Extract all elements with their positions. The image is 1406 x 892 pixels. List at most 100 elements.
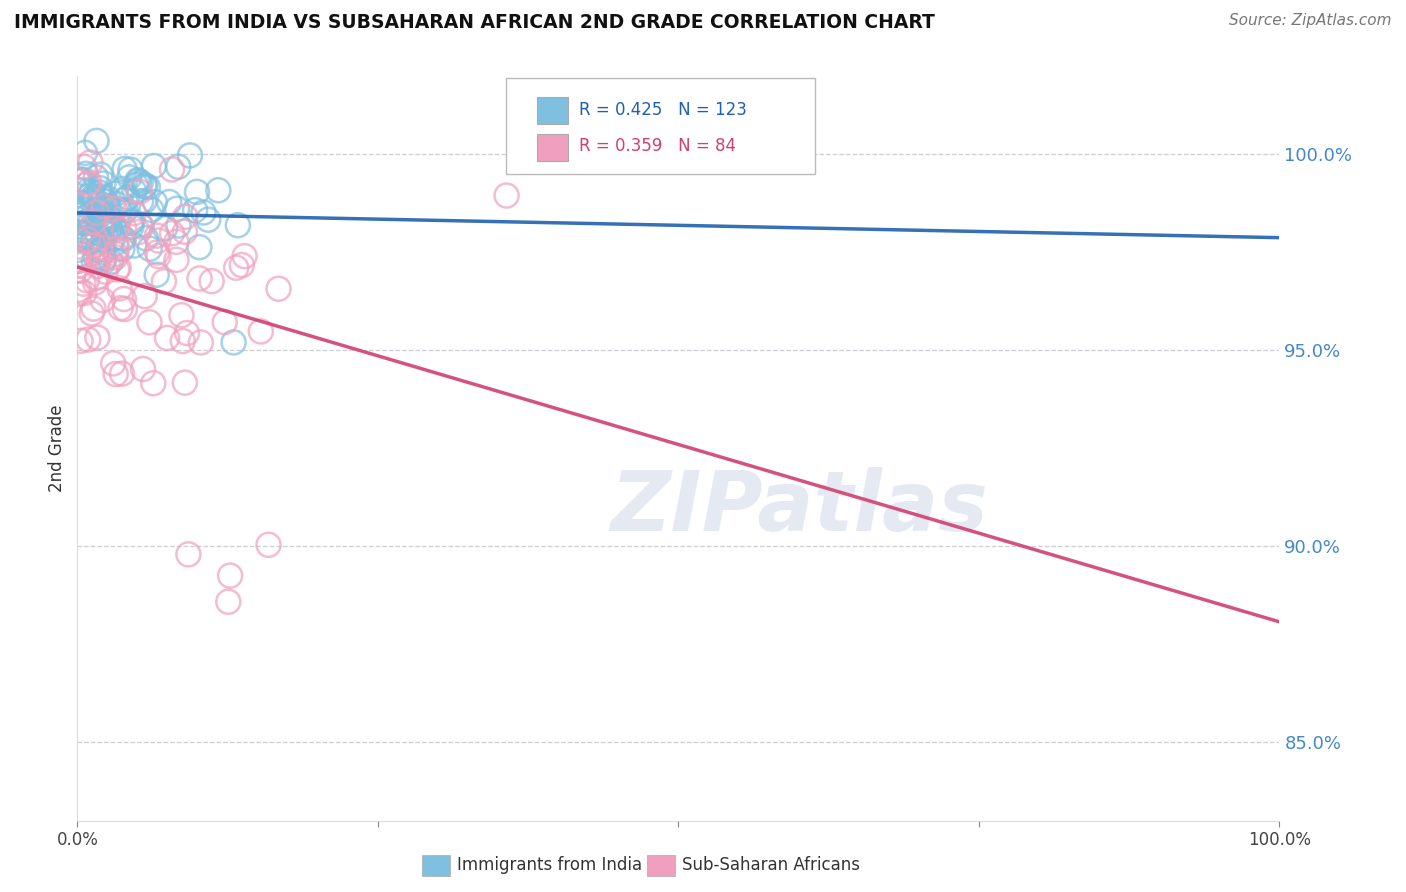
Point: [114, 301, 136, 316]
Point: [129, 176, 152, 190]
Point: [108, 202, 131, 217]
Point: [207, 183, 229, 197]
Point: [257, 538, 280, 552]
Point: [73, 145, 96, 160]
Point: [128, 185, 150, 199]
Point: [134, 178, 156, 193]
Point: [77, 175, 100, 189]
Point: [267, 282, 290, 296]
Point: [226, 218, 249, 232]
Point: [72, 208, 94, 222]
Point: [66, 243, 89, 257]
Point: [188, 271, 211, 285]
Point: [97, 212, 120, 227]
Point: [122, 206, 145, 220]
Point: [82, 190, 104, 204]
Point: [75, 167, 97, 181]
Point: [134, 289, 156, 303]
Point: [173, 376, 195, 390]
Point: [142, 159, 165, 173]
Point: [76, 232, 98, 246]
Point: [173, 225, 195, 239]
Point: [219, 568, 242, 582]
Point: [145, 268, 167, 282]
Point: [86, 259, 108, 273]
Point: [176, 326, 198, 340]
Point: [66, 286, 89, 301]
Point: [89, 186, 111, 200]
Point: [197, 212, 219, 227]
Point: [75, 217, 97, 231]
Point: [111, 182, 134, 196]
Point: [97, 210, 120, 224]
Point: [73, 160, 96, 174]
Point: [70, 184, 93, 198]
Point: [231, 258, 253, 272]
Point: [127, 225, 149, 239]
Point: [139, 242, 162, 256]
Point: [125, 178, 148, 192]
Point: [89, 202, 111, 216]
Point: [120, 216, 142, 230]
Point: [153, 274, 176, 288]
Point: [72, 227, 94, 242]
Point: [80, 220, 103, 235]
Point: [79, 155, 101, 169]
Text: R = 0.425   N = 123: R = 0.425 N = 123: [579, 101, 747, 119]
Point: [82, 233, 104, 247]
Point: [67, 283, 90, 297]
Point: [86, 270, 108, 285]
Point: [121, 214, 143, 228]
Point: [167, 219, 190, 233]
Point: [148, 249, 170, 263]
Point: [105, 242, 128, 256]
Point: [89, 181, 111, 195]
Point: [136, 180, 159, 194]
Point: [172, 334, 194, 348]
Point: [138, 315, 160, 329]
Point: [495, 188, 517, 202]
Point: [100, 254, 122, 268]
Point: [184, 203, 207, 218]
Point: [201, 274, 224, 288]
Point: [86, 134, 108, 148]
Point: [153, 221, 176, 235]
Text: IMMIGRANTS FROM INDIA VS SUBSAHARAN AFRICAN 2ND GRADE CORRELATION CHART: IMMIGRANTS FROM INDIA VS SUBSAHARAN AFRI…: [14, 13, 935, 32]
Point: [97, 199, 120, 213]
Point: [104, 186, 127, 201]
Point: [114, 161, 136, 176]
Point: [179, 148, 201, 162]
Point: [86, 243, 108, 257]
Point: [107, 260, 129, 275]
Point: [108, 281, 131, 295]
Point: [89, 168, 111, 182]
Point: [177, 547, 200, 561]
Point: [66, 212, 89, 227]
Point: [101, 218, 124, 232]
Point: [118, 170, 141, 185]
Point: [73, 248, 96, 262]
Point: [73, 285, 96, 300]
Point: [79, 188, 101, 202]
Point: [128, 174, 150, 188]
Point: [104, 247, 127, 261]
Point: [167, 160, 190, 174]
Point: [97, 257, 120, 271]
Point: [84, 276, 107, 290]
Point: [91, 243, 114, 257]
Point: [69, 196, 91, 211]
Point: [94, 265, 117, 279]
Point: [111, 242, 134, 256]
Point: [82, 191, 104, 205]
Point: [98, 220, 121, 235]
Point: [72, 173, 94, 187]
Point: [82, 195, 104, 210]
Point: [112, 232, 135, 246]
Point: [141, 202, 163, 217]
Point: [120, 162, 142, 177]
Point: [170, 308, 193, 322]
Point: [114, 193, 136, 207]
Point: [93, 210, 115, 224]
Point: [89, 240, 111, 254]
Point: [112, 220, 135, 235]
